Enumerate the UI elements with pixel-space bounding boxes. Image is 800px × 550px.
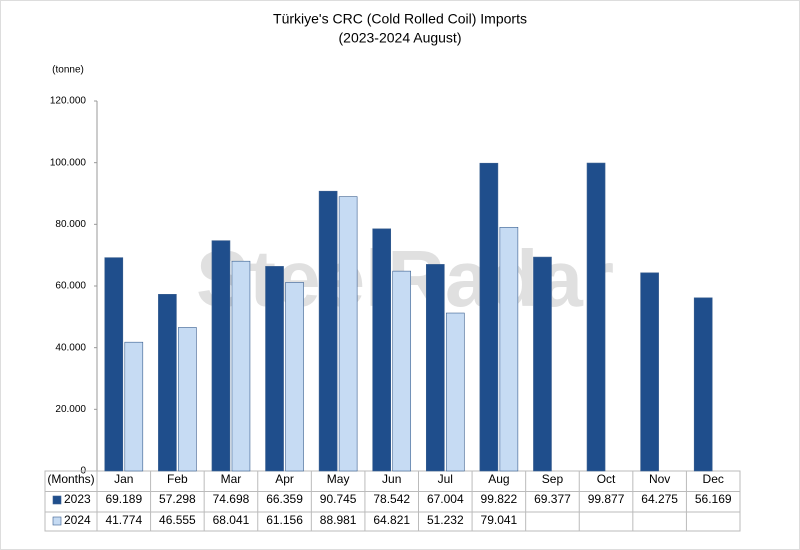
- bar: [425, 264, 445, 472]
- y-tick-label: 120.000: [50, 96, 87, 107]
- y-tick-label: 60.000: [55, 281, 86, 292]
- x-tick-label: Mar: [221, 472, 242, 486]
- bar: [265, 266, 284, 472]
- x-tick-label: Apr: [275, 472, 294, 486]
- x-tick-label: Jul: [438, 472, 453, 486]
- value-label: 61.156: [266, 513, 303, 527]
- x-tick-label: Oct: [597, 472, 616, 486]
- x-tick-label: May: [327, 472, 350, 486]
- x-tick-label: Sep: [542, 472, 564, 486]
- bar: [586, 162, 606, 472]
- bar: [338, 196, 358, 472]
- bar: [640, 272, 659, 472]
- bar: [392, 270, 412, 472]
- bar: [231, 260, 251, 472]
- y-tick-label: 80.000: [55, 219, 86, 230]
- bar: [178, 327, 197, 472]
- value-label: 41.774: [105, 513, 142, 527]
- bar: [285, 282, 304, 472]
- bar: [372, 228, 392, 472]
- value-label: 99.822: [481, 492, 518, 506]
- legend-label: 2023: [64, 492, 91, 506]
- value-label: 79.041: [481, 513, 518, 527]
- legend-swatch: [52, 516, 62, 526]
- value-label: 57.298: [159, 492, 196, 506]
- x-axis-label: (Months): [47, 472, 94, 486]
- bar: [445, 312, 465, 472]
- value-label: 78.542: [373, 492, 410, 506]
- value-label: 64.275: [641, 492, 678, 506]
- value-label: 46.555: [159, 513, 196, 527]
- chart-subtitle: (2023-2024 August): [339, 30, 462, 46]
- value-label: 51.232: [427, 513, 464, 527]
- x-tick-label: Aug: [488, 472, 509, 486]
- bar: [533, 256, 552, 472]
- bar: [318, 190, 338, 472]
- bar: [211, 240, 231, 472]
- bar: [693, 297, 713, 472]
- bar: [158, 294, 177, 472]
- value-label: 66.359: [266, 492, 303, 506]
- y-tick-label: 100.000: [50, 157, 87, 168]
- bar: [124, 341, 144, 472]
- chart-title: Türkiye's CRC (Cold Rolled Coil) Imports: [273, 11, 527, 27]
- value-label: 69.189: [105, 492, 142, 506]
- x-tick-label: Nov: [649, 472, 670, 486]
- legend-label: 2024: [64, 513, 91, 527]
- bar: [499, 226, 519, 472]
- value-label: 90.745: [320, 492, 357, 506]
- value-label: 69.377: [534, 492, 571, 506]
- value-label: 56.169: [695, 492, 732, 506]
- x-tick-label: Feb: [167, 472, 188, 486]
- value-label: 68.041: [213, 513, 250, 527]
- value-label: 88.981: [320, 513, 357, 527]
- legend-swatch: [52, 495, 62, 505]
- y-tick-label: 40.000: [55, 342, 86, 353]
- bar: [479, 162, 499, 472]
- x-tick-label: Jan: [114, 472, 133, 486]
- bar: [104, 257, 124, 472]
- value-label: 67.004: [427, 492, 464, 506]
- x-tick-label: Jun: [382, 472, 401, 486]
- value-label: 99.877: [588, 492, 625, 506]
- x-tick-label: Dec: [703, 472, 724, 486]
- value-label: 64.821: [373, 513, 410, 527]
- value-label: 74.698: [213, 492, 250, 506]
- y-axis-label: (tonne): [52, 65, 84, 76]
- y-tick-label: 20.000: [55, 404, 86, 415]
